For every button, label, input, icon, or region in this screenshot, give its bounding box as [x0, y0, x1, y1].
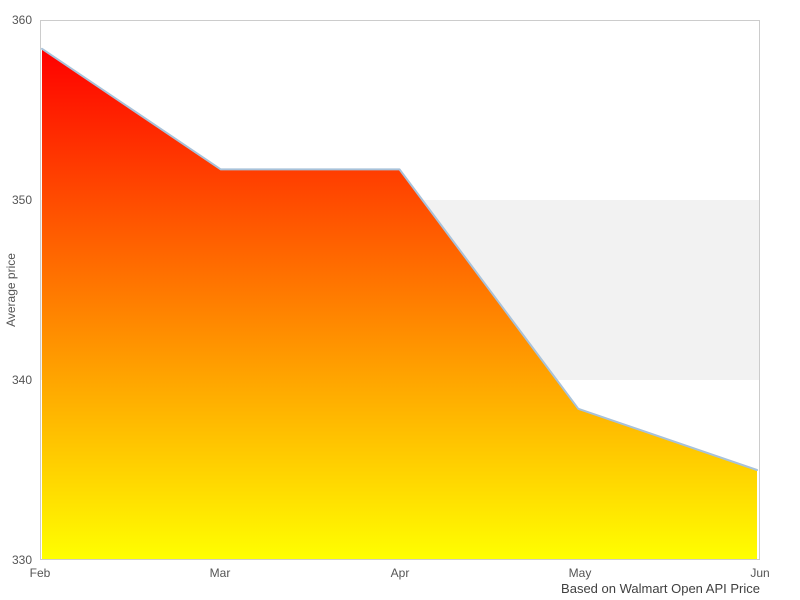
plot-area — [40, 20, 760, 560]
x-axis-tick-label: Mar — [209, 566, 231, 580]
price-line — [41, 47, 758, 471]
y-axis-tick-label: 330 — [11, 553, 32, 567]
y-axis-tick-label: 360 — [11, 13, 32, 27]
y-axis-tick-label: 340 — [11, 373, 32, 387]
chart-caption: Based on Walmart Open API Price — [561, 581, 760, 596]
y-axis-title-text: Average price — [4, 253, 19, 327]
y-axis-title: Average price — [0, 20, 22, 560]
plot-border — [40, 20, 760, 560]
x-axis-tick-label: Feb — [29, 566, 51, 580]
x-axis-tick-label: Apr — [390, 566, 410, 580]
x-axis-tick-label: Jun — [750, 566, 770, 580]
price-area-fill — [42, 48, 757, 560]
y-axis-tick-label: 350 — [11, 193, 32, 207]
x-axis-tick-label: May — [568, 566, 592, 580]
